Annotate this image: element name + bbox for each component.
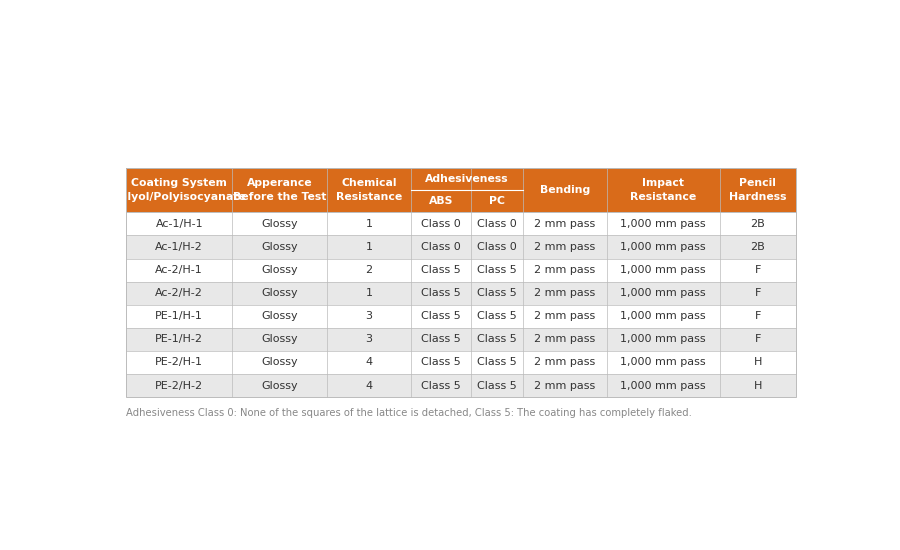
Text: Glossy: Glossy xyxy=(261,242,298,252)
Text: PE-1/H-2: PE-1/H-2 xyxy=(156,334,203,344)
Bar xyxy=(126,328,796,351)
Text: 4: 4 xyxy=(365,381,373,390)
Text: Glossy: Glossy xyxy=(261,358,298,367)
Text: 1,000 mm pass: 1,000 mm pass xyxy=(620,288,706,298)
Text: Impact
Resistance: Impact Resistance xyxy=(630,178,697,202)
Text: 2 mm pass: 2 mm pass xyxy=(534,381,596,390)
Text: 1,000 mm pass: 1,000 mm pass xyxy=(620,381,706,390)
Text: F: F xyxy=(755,288,761,298)
Text: 1,000 mm pass: 1,000 mm pass xyxy=(620,242,706,252)
Text: H: H xyxy=(753,358,762,367)
Text: 2 mm pass: 2 mm pass xyxy=(534,219,596,229)
Text: Class 5: Class 5 xyxy=(477,311,517,321)
Text: 3: 3 xyxy=(365,311,373,321)
Bar xyxy=(126,168,796,397)
Text: 2 mm pass: 2 mm pass xyxy=(534,288,596,298)
Text: Class 5: Class 5 xyxy=(421,334,461,344)
Text: Chemical
Resistance: Chemical Resistance xyxy=(336,178,402,202)
Bar xyxy=(126,258,796,282)
Text: 1,000 mm pass: 1,000 mm pass xyxy=(620,311,706,321)
Text: Glossy: Glossy xyxy=(261,219,298,229)
Text: PE-2/H-1: PE-2/H-1 xyxy=(156,358,203,367)
Text: 2 mm pass: 2 mm pass xyxy=(534,265,596,275)
Text: 2 mm pass: 2 mm pass xyxy=(534,358,596,367)
Text: Ac-2/H-1: Ac-2/H-1 xyxy=(156,265,203,275)
Text: Class 5: Class 5 xyxy=(477,381,517,390)
Text: F: F xyxy=(755,334,761,344)
Text: Adhesiveness: Adhesiveness xyxy=(425,174,508,184)
Bar xyxy=(126,212,796,235)
Text: Glossy: Glossy xyxy=(261,381,298,390)
Text: 1,000 mm pass: 1,000 mm pass xyxy=(620,334,706,344)
Text: 1,000 mm pass: 1,000 mm pass xyxy=(620,358,706,367)
Bar xyxy=(126,305,796,328)
Text: Ac-1/H-1: Ac-1/H-1 xyxy=(156,219,203,229)
Text: Class 5: Class 5 xyxy=(477,358,517,367)
Text: 2 mm pass: 2 mm pass xyxy=(534,242,596,252)
Text: 1: 1 xyxy=(365,242,373,252)
Bar xyxy=(126,351,796,374)
Text: ABS: ABS xyxy=(428,196,453,206)
Text: Class 5: Class 5 xyxy=(421,311,461,321)
Text: 1: 1 xyxy=(365,288,373,298)
Text: PE-2/H-2: PE-2/H-2 xyxy=(155,381,203,390)
Text: 2B: 2B xyxy=(751,242,765,252)
Text: Class 0: Class 0 xyxy=(421,219,461,229)
Text: 2 mm pass: 2 mm pass xyxy=(534,311,596,321)
Text: Class 0: Class 0 xyxy=(477,219,517,229)
Bar xyxy=(126,282,796,305)
Text: F: F xyxy=(755,265,761,275)
Text: Pencil
Hardness: Pencil Hardness xyxy=(729,178,787,202)
Bar xyxy=(126,374,796,397)
Text: 1,000 mm pass: 1,000 mm pass xyxy=(620,265,706,275)
Text: 2 mm pass: 2 mm pass xyxy=(534,334,596,344)
Bar xyxy=(126,168,796,212)
Text: 1: 1 xyxy=(365,219,373,229)
Text: Ac-2/H-2: Ac-2/H-2 xyxy=(156,288,203,298)
Bar xyxy=(126,235,796,258)
Text: Bending: Bending xyxy=(540,185,590,195)
Text: Class 5: Class 5 xyxy=(477,288,517,298)
Text: PC: PC xyxy=(489,196,505,206)
Text: Coating System
Polyol/Polyisocyanate: Coating System Polyol/Polyisocyanate xyxy=(112,178,247,202)
Text: H: H xyxy=(753,381,762,390)
Text: Glossy: Glossy xyxy=(261,334,298,344)
Text: F: F xyxy=(755,311,761,321)
Text: Class 5: Class 5 xyxy=(477,334,517,344)
Text: Adhesiveness Class 0: None of the squares of the lattice is detached, Class 5: T: Adhesiveness Class 0: None of the square… xyxy=(126,408,692,418)
Text: 3: 3 xyxy=(365,334,373,344)
Text: Apperance
Before the Test: Apperance Before the Test xyxy=(233,178,327,202)
Text: Class 0: Class 0 xyxy=(477,242,517,252)
Text: Glossy: Glossy xyxy=(261,288,298,298)
Text: 1,000 mm pass: 1,000 mm pass xyxy=(620,219,706,229)
Text: Glossy: Glossy xyxy=(261,311,298,321)
Text: Class 0: Class 0 xyxy=(421,242,461,252)
Text: Class 5: Class 5 xyxy=(421,358,461,367)
Text: Class 5: Class 5 xyxy=(477,265,517,275)
Text: Class 5: Class 5 xyxy=(421,265,461,275)
Text: Class 5: Class 5 xyxy=(421,381,461,390)
Text: Glossy: Glossy xyxy=(261,265,298,275)
Text: 4: 4 xyxy=(365,358,373,367)
Text: Class 5: Class 5 xyxy=(421,288,461,298)
Text: 2B: 2B xyxy=(751,219,765,229)
Text: PE-1/H-1: PE-1/H-1 xyxy=(156,311,203,321)
Text: 2: 2 xyxy=(365,265,373,275)
Text: Ac-1/H-2: Ac-1/H-2 xyxy=(156,242,203,252)
